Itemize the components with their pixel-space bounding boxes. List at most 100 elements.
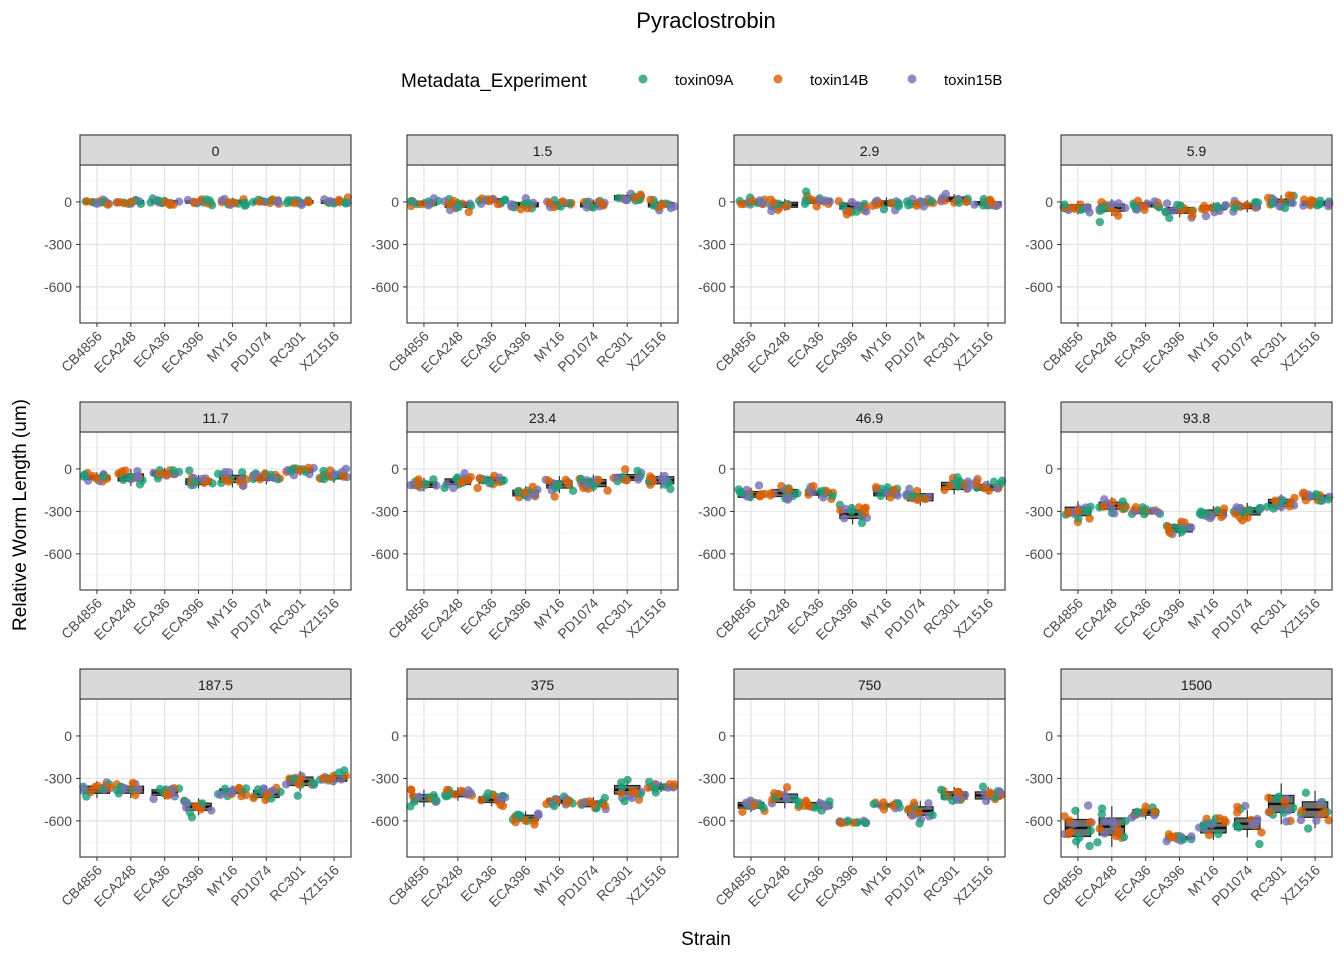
data-point-toxin15B xyxy=(533,809,543,818)
facet-strip xyxy=(1060,401,1333,433)
data-point-toxin14B xyxy=(603,486,612,495)
data-point-toxin14B xyxy=(921,494,930,504)
data-point-toxin14B xyxy=(953,787,962,797)
data-point-toxin09A xyxy=(253,785,263,794)
boxplot-CB4856 xyxy=(79,468,112,486)
facet-panel-46_9: 46.90-300-600CB4856ECA248ECA36ECA396MY16… xyxy=(698,401,1007,643)
data-point-toxin09A xyxy=(1269,504,1278,513)
data-point-toxin15B xyxy=(530,490,539,500)
y-tick-label: -600 xyxy=(1025,279,1053,295)
data-point-toxin15B xyxy=(1187,832,1196,841)
data-point-toxin09A xyxy=(790,795,800,804)
data-point-toxin15B xyxy=(406,480,415,490)
boxplot-ECA36 xyxy=(146,194,184,209)
data-point-toxin09A xyxy=(979,194,988,204)
y-tick-label: 0 xyxy=(1045,461,1053,477)
data-point-toxin09A xyxy=(187,813,197,822)
data-point-toxin14B xyxy=(887,199,896,208)
data-point-toxin09A xyxy=(1263,502,1272,512)
boxplot-ECA396 xyxy=(185,466,217,490)
data-point-toxin14B xyxy=(407,785,416,795)
data-point-toxin15B xyxy=(269,786,278,795)
data-point-toxin14B xyxy=(103,200,112,209)
boxplot-ECA248 xyxy=(767,783,804,812)
data-point-toxin14B xyxy=(1306,196,1316,205)
data-point-toxin09A xyxy=(155,784,165,794)
y-tick-label: -300 xyxy=(1025,236,1053,252)
y-tick-label: 0 xyxy=(718,728,726,744)
data-point-toxin14B xyxy=(326,774,336,784)
data-point-toxin14B xyxy=(334,195,344,205)
data-point-toxin14B xyxy=(255,197,264,206)
data-point-toxin09A xyxy=(927,196,936,206)
facet-strip xyxy=(79,401,352,433)
facet-strip-label: 375 xyxy=(531,677,555,693)
data-point-toxin14B xyxy=(498,801,508,811)
data-point-toxin09A xyxy=(1198,822,1208,831)
data-point-toxin09A xyxy=(114,789,123,798)
data-point-toxin09A xyxy=(883,483,892,492)
data-point-toxin14B xyxy=(1219,504,1229,513)
data-point-toxin15B xyxy=(325,196,335,206)
boxplot-PD1074 xyxy=(1229,502,1266,525)
data-point-toxin14B xyxy=(521,816,530,825)
boxplot-PD1074 xyxy=(902,194,938,211)
boxplot-MY16 xyxy=(869,798,904,814)
data-point-toxin14B xyxy=(914,807,923,817)
data-point-toxin14B xyxy=(92,474,101,483)
data-point-toxin14B xyxy=(1257,828,1266,837)
boxplot-XZ1516 xyxy=(646,195,679,215)
data-point-toxin09A xyxy=(293,791,302,800)
data-point-toxin09A xyxy=(936,785,946,795)
data-point-toxin14B xyxy=(1064,508,1073,518)
data-point-toxin14B xyxy=(485,195,494,205)
data-point-toxin09A xyxy=(82,792,91,801)
facet-panel-1_5: 1.50-300-600CB4856ECA248ECA36ECA396MY16P… xyxy=(371,134,679,376)
facet-strip-label: 750 xyxy=(858,677,882,693)
y-tick-label: 0 xyxy=(391,728,399,744)
y-tick-label: -300 xyxy=(44,770,72,786)
facet-strip xyxy=(733,134,1006,166)
legend-label-toxin14B: toxin14B xyxy=(810,72,868,89)
boxplot-RC301 xyxy=(282,463,318,480)
data-point-toxin14B xyxy=(598,200,607,209)
data-point-toxin15B xyxy=(1162,199,1172,208)
data-point-toxin14B xyxy=(112,198,122,207)
boxplot-ECA396 xyxy=(508,809,543,829)
data-point-toxin15B xyxy=(1154,508,1163,517)
boxplot-PD1074 xyxy=(248,469,284,485)
y-tick-label: 0 xyxy=(718,194,726,210)
data-point-toxin14B xyxy=(1187,207,1196,216)
data-point-toxin09A xyxy=(1255,839,1264,849)
data-point-toxin15B xyxy=(1169,206,1178,215)
data-point-toxin09A xyxy=(879,205,889,214)
data-point-toxin09A xyxy=(1315,196,1325,205)
data-point-toxin14B xyxy=(1139,202,1149,211)
facet-panel-11_7: 11.70-300-600CB4856ECA248ECA36ECA396MY16… xyxy=(44,401,352,643)
data-point-toxin09A xyxy=(1255,504,1264,513)
data-point-toxin09A xyxy=(1097,810,1106,819)
data-point-toxin14B xyxy=(646,195,655,204)
data-point-toxin14B xyxy=(127,197,136,206)
data-point-toxin14B xyxy=(805,802,814,811)
data-point-toxin14B xyxy=(1085,514,1094,523)
data-point-toxin09A xyxy=(1161,207,1170,217)
data-point-toxin09A xyxy=(421,479,430,488)
data-point-toxin15B xyxy=(612,473,621,483)
data-point-toxin14B xyxy=(912,201,921,210)
data-point-toxin15B xyxy=(1248,820,1257,829)
boxplot-CB4856 xyxy=(79,778,115,801)
y-tick-label: -600 xyxy=(698,279,726,295)
data-point-toxin15B xyxy=(821,196,830,205)
data-point-toxin14B xyxy=(784,485,794,494)
boxplot-PD1074 xyxy=(248,195,284,208)
facet-panel-5_9: 5.90-300-600CB4856ECA248ECA36ECA396MY16P… xyxy=(1025,134,1334,376)
data-point-toxin09A xyxy=(576,474,586,484)
y-tick-label: -600 xyxy=(44,279,72,295)
data-point-toxin09A xyxy=(843,816,853,825)
data-point-toxin09A xyxy=(341,199,350,208)
data-point-toxin14B xyxy=(594,475,604,485)
boxplot-ECA248 xyxy=(766,482,802,504)
data-point-toxin15B xyxy=(754,481,764,490)
facet-strip-label: 5.9 xyxy=(1187,143,1207,159)
